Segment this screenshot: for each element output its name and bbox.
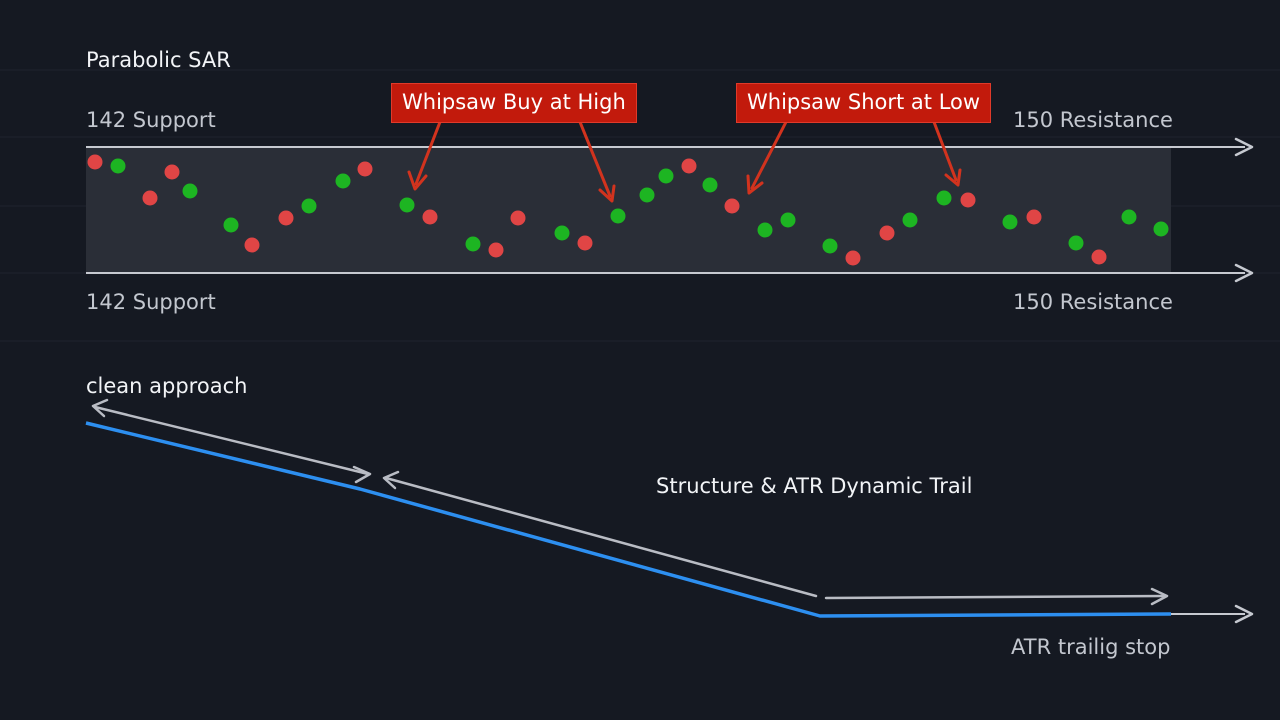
callout-whipsaw-short: Whipsaw Short at Low: [736, 83, 992, 123]
support-line: [86, 263, 1254, 283]
callout-arrow-buy-1: [407, 120, 442, 191]
sar-dot-sell: [1026, 209, 1042, 225]
sar-dot-sell: [422, 209, 438, 225]
sar-dot-sell: [845, 250, 861, 266]
sar-dot-sell: [510, 210, 526, 226]
resistance-label-top: 150 Resistance: [1013, 108, 1173, 132]
sar-dot-buy: [554, 225, 570, 241]
sar-dots: [87, 154, 1169, 266]
sar-dot-sell: [724, 198, 740, 214]
resistance-label-bottom: 150 Resistance: [1013, 290, 1173, 314]
sar-dot-buy: [110, 158, 126, 174]
sar-dot-sell: [164, 164, 180, 180]
sar-dot-sell: [357, 161, 373, 177]
sar-dot-buy: [757, 222, 773, 238]
sar-dot-buy: [301, 198, 317, 214]
sar-dot-buy: [902, 212, 918, 228]
sar-dot-sell: [960, 192, 976, 208]
sar-dot-sell: [142, 190, 158, 206]
atr-trail-line: [85, 421, 1254, 624]
sar-dot-buy: [465, 236, 481, 252]
sar-dot-buy: [335, 173, 351, 189]
sar-dot-buy: [399, 197, 415, 213]
support-label-top: 142 Support: [86, 108, 216, 132]
sar-dot-buy: [1121, 209, 1137, 225]
guide-arrow-1: [91, 398, 372, 484]
guide-arrow-3: [824, 587, 1169, 606]
panel-title-sar: Parabolic SAR: [86, 48, 231, 72]
resistance-line: [86, 137, 1254, 157]
guide-arrows: [91, 398, 1169, 606]
sar-dot-buy: [1002, 214, 1018, 230]
support-label-bottom: 142 Support: [86, 290, 216, 314]
panel-subtitle-atr: Structure & ATR Dynamic Trail: [656, 474, 973, 498]
sar-dot-buy: [223, 217, 239, 233]
sar-dot-sell: [1091, 249, 1107, 265]
sar-dot-buy: [780, 212, 796, 228]
sar-dot-buy: [182, 183, 198, 199]
callout-arrow-short-2: [932, 120, 962, 187]
sar-dot-buy: [936, 190, 952, 206]
sar-dot-buy: [658, 168, 674, 184]
range-band: [86, 147, 1171, 273]
callout-arrow-buy-2: [578, 120, 616, 203]
guide-arrow-2: [382, 470, 818, 598]
sar-dot-buy: [702, 177, 718, 193]
sar-dot-buy: [639, 187, 655, 203]
sar-dot-sell: [278, 210, 294, 226]
sar-dot-buy: [822, 238, 838, 254]
sar-dot-sell: [87, 154, 103, 170]
sar-dot-buy: [1153, 221, 1169, 237]
callout-whipsaw-buy: Whipsaw Buy at High: [391, 83, 637, 123]
callout-arrow-short-1: [746, 120, 788, 195]
sar-dot-sell: [488, 242, 504, 258]
callout-arrows: [407, 120, 962, 203]
sar-dot-buy: [610, 208, 626, 224]
sar-dot-buy: [1068, 235, 1084, 251]
sar-dot-sell: [879, 225, 895, 241]
sar-dot-sell: [681, 158, 697, 174]
panel-title-clean: clean approach: [86, 374, 248, 398]
sar-dot-sell: [577, 235, 593, 251]
sar-dot-sell: [244, 237, 260, 253]
atr-stop-label: ATR trailig stop: [1011, 635, 1171, 659]
